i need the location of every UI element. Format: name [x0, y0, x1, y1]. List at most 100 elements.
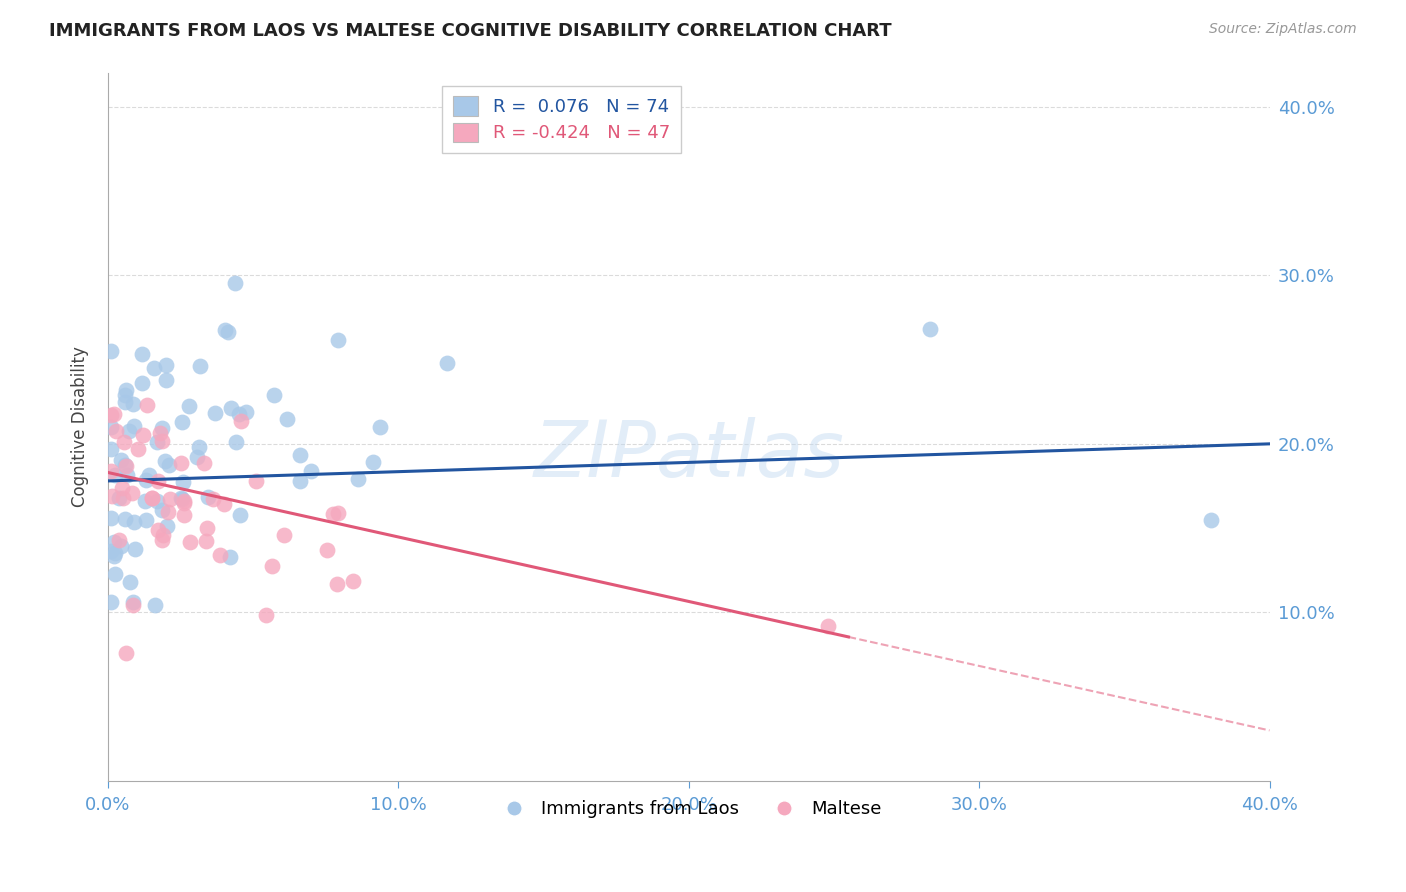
Point [114, 458, 136, 473]
Point [1201, 513, 1223, 527]
Point [326, 333, 349, 347]
Point [110, 453, 132, 467]
Point [159, 492, 181, 507]
Point [141, 491, 163, 505]
Point [179, 534, 201, 549]
Point [108, 491, 131, 506]
Point [214, 323, 236, 337]
Point [177, 399, 200, 413]
Point [114, 388, 136, 402]
Text: ZIPatlas: ZIPatlas [533, 417, 844, 493]
Point [224, 277, 246, 291]
Point [235, 405, 257, 419]
Point [131, 347, 153, 361]
Point [326, 506, 349, 520]
Point [135, 513, 157, 527]
Point [150, 421, 173, 435]
Point [288, 475, 311, 489]
Point [124, 541, 146, 556]
Point [100, 595, 122, 609]
Point [149, 425, 172, 440]
Point [122, 599, 145, 613]
Point [111, 481, 134, 495]
Point [118, 424, 141, 438]
Point [157, 505, 180, 519]
Point [135, 473, 157, 487]
Point [260, 558, 283, 573]
Point [117, 467, 139, 482]
Point [228, 407, 250, 421]
Point [173, 496, 195, 510]
Point [121, 486, 143, 500]
Point [150, 434, 173, 448]
Point [107, 533, 129, 547]
Point [104, 546, 127, 560]
Point [100, 419, 122, 434]
Point [361, 455, 384, 469]
Point [170, 491, 193, 505]
Point [342, 574, 364, 589]
Point [104, 566, 127, 581]
Point [204, 406, 226, 420]
Point [100, 408, 122, 422]
Point [186, 450, 208, 465]
Point [197, 490, 219, 504]
Point [172, 415, 194, 429]
Point [322, 507, 344, 521]
Point [218, 550, 240, 565]
Point [127, 442, 149, 456]
Point [201, 492, 224, 507]
Legend: Immigrants from Laos, Maltese: Immigrants from Laos, Maltese [489, 793, 889, 825]
Point [104, 467, 127, 482]
Point [208, 548, 231, 562]
Point [316, 543, 339, 558]
Point [155, 359, 177, 373]
Point [122, 397, 145, 411]
Point [273, 528, 295, 542]
Point [148, 523, 170, 537]
Point [436, 356, 458, 370]
Point [115, 459, 138, 474]
Point [172, 475, 194, 490]
Point [136, 398, 159, 412]
Point [141, 491, 163, 505]
Point [212, 497, 235, 511]
Point [100, 464, 122, 478]
Point [288, 448, 311, 462]
Point [100, 343, 122, 358]
Point [112, 491, 135, 505]
Point [122, 595, 145, 609]
Point [142, 361, 165, 376]
Point [173, 493, 195, 508]
Point [131, 428, 153, 442]
Point [193, 456, 215, 470]
Point [143, 599, 166, 613]
Point [153, 454, 176, 468]
Point [115, 383, 138, 397]
Point [131, 376, 153, 391]
Point [157, 458, 180, 472]
Point [103, 549, 125, 564]
Point [326, 577, 349, 591]
Point [120, 574, 142, 589]
Point [170, 456, 193, 470]
Point [817, 619, 839, 633]
Point [114, 394, 136, 409]
Point [156, 519, 179, 533]
Point [145, 434, 167, 449]
Point [100, 489, 122, 503]
Point [138, 468, 160, 483]
Point [122, 515, 145, 529]
Point [195, 521, 218, 535]
Point [194, 534, 217, 549]
Point [150, 533, 173, 548]
Point [225, 435, 247, 450]
Point [100, 442, 122, 456]
Point [150, 503, 173, 517]
Point [188, 440, 211, 454]
Text: Source: ZipAtlas.com: Source: ZipAtlas.com [1209, 22, 1357, 37]
Point [229, 508, 252, 523]
Point [172, 492, 194, 507]
Point [299, 465, 322, 479]
Point [217, 326, 239, 340]
